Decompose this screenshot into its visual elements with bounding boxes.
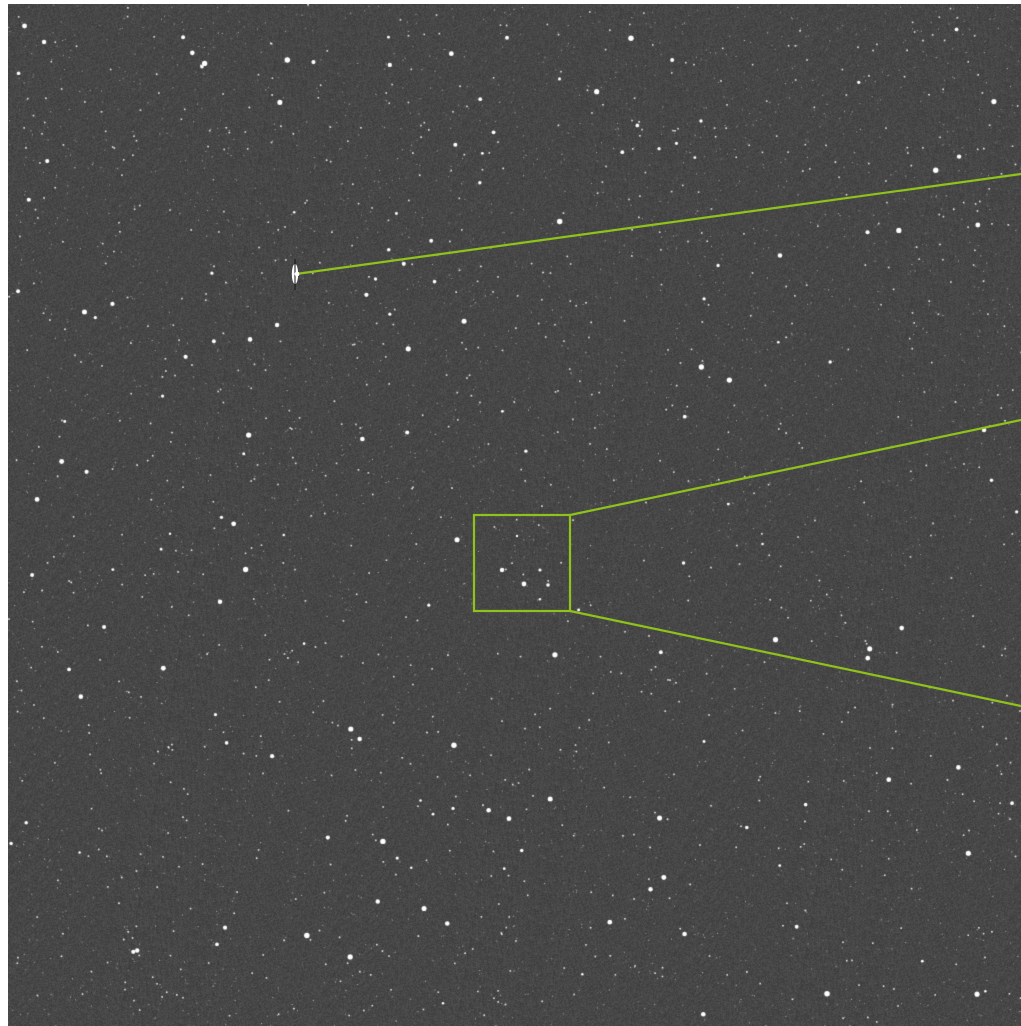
star-field-image bbox=[8, 4, 1021, 1026]
astronomical-image-frame bbox=[8, 4, 1021, 1026]
